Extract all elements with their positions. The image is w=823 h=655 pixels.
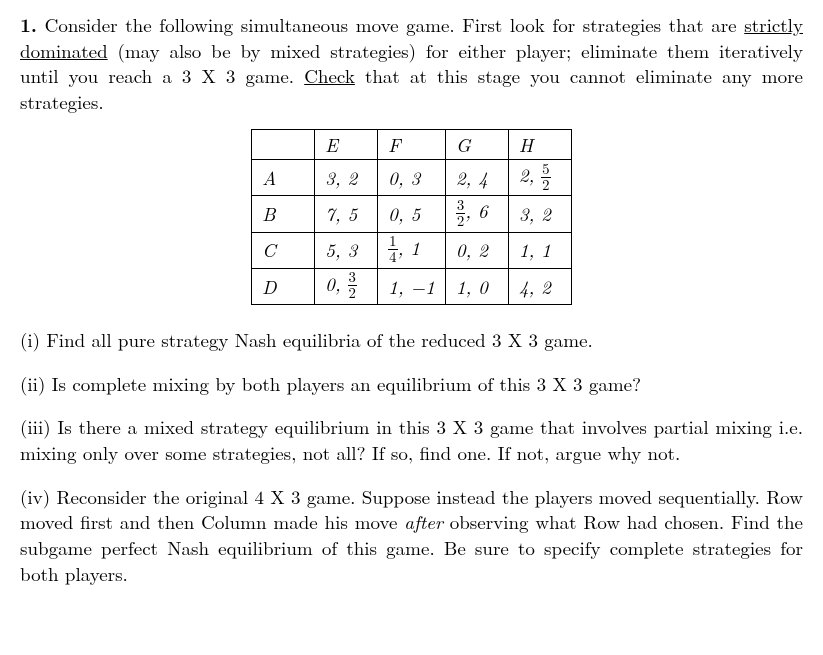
cell: 0, 3 [378,160,446,196]
cell: 0, 2 [445,232,508,268]
cell: 1, −1 [378,268,446,304]
row-header: C [252,232,315,268]
cell: 7, 5 [315,196,378,232]
col-header: E [315,129,378,160]
payoff-table: E F G H A 3, 2 0, 3 2, 4 2, 52 B 7, 5 0,… [251,129,572,306]
part-ii: (ii) Is complete mixing by both players … [20,371,803,397]
cell: 1, 0 [445,268,508,304]
table-row: A 3, 2 0, 3 2, 4 2, 52 [252,160,572,196]
cell: 4, 2 [508,268,571,304]
table-header-row: E F G H [252,129,572,160]
part-iv: (iv) Reconsider the original 4 X 3 game.… [20,484,803,587]
part-i: (i) Find all pure strategy Nash equilibr… [20,327,803,353]
intro-paragraph: 1. Consider the following simultaneous m… [20,12,803,115]
table-row: D 0, 32 1, −1 1, 0 4, 2 [252,268,572,304]
part-iv-italic: after [404,508,443,535]
col-header: H [508,129,571,160]
intro-underline-2: Check [304,62,355,89]
row-header: B [252,196,315,232]
row-header: A [252,160,315,196]
cell: 2, 52 [508,160,571,196]
table-row: B 7, 5 0, 5 32, 6 3, 2 [252,196,572,232]
question-number: 1. [20,10,37,38]
cell: 1, 1 [508,232,571,268]
cell: 5, 3 [315,232,378,268]
cell: 2, 4 [445,160,508,196]
col-header: F [378,129,446,160]
cell: 0, 5 [378,196,446,232]
cell: 0, 32 [315,268,378,304]
part-iii: (iii) Is there a mixed strategy equilibr… [20,414,803,465]
cell: 3, 2 [508,196,571,232]
col-header: G [445,129,508,160]
cell: 14, 1 [378,232,446,268]
table-row: C 5, 3 14, 1 0, 2 1, 1 [252,232,572,268]
table-corner [252,129,315,160]
cell: 32, 6 [445,196,508,232]
intro-text-1: Consider the following simultaneous move… [37,11,744,38]
cell: 3, 2 [315,160,378,196]
row-header: D [252,268,315,304]
